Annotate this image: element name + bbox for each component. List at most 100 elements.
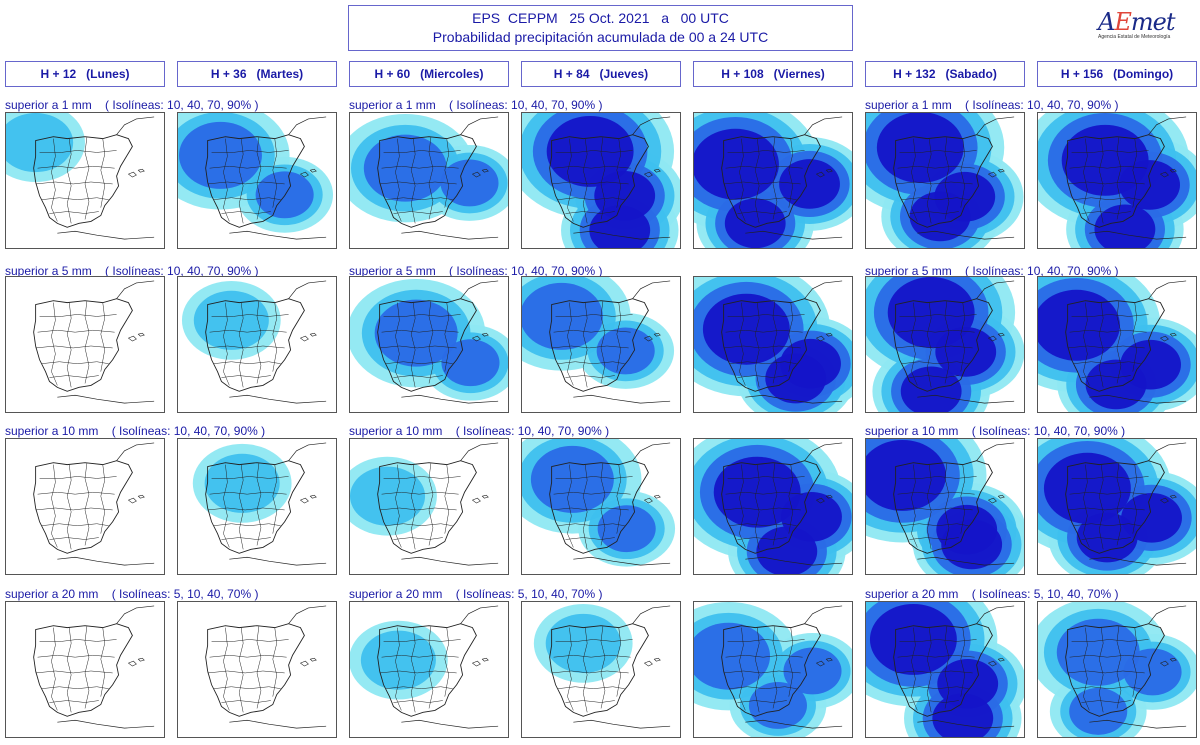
province-border: [84, 136, 90, 220]
france-coast: [1148, 442, 1187, 461]
province-border: [39, 150, 117, 153]
province-border: [600, 300, 606, 384]
province-border: [1098, 627, 1104, 713]
province-border: [895, 181, 973, 185]
balearic-islands: [299, 168, 317, 178]
precip-area: [713, 456, 801, 528]
province-border: [1081, 375, 1131, 378]
africa-coast: [401, 719, 499, 729]
row-label-3-1: superior a 10 mm ( Isolíneas: 10, 40, 70…: [5, 424, 266, 438]
map-panel-r2-c6: [865, 276, 1025, 413]
province-border: [553, 491, 631, 495]
iberia-outline: [893, 460, 993, 554]
row-label-4-3: superior a 20 mm ( Isolíneas: 5, 10, 40,…: [865, 587, 1119, 601]
province-border: [909, 537, 959, 540]
province-border: [600, 625, 606, 709]
france-coast: [804, 116, 843, 135]
province-border: [272, 302, 278, 372]
province-border: [567, 464, 574, 548]
province-border: [960, 302, 966, 372]
province-border: [1067, 507, 1145, 511]
province-border: [1081, 211, 1131, 214]
column-header-5: H + 108 (Viernes): [693, 61, 853, 87]
column-header-2: H + 36 (Martes): [177, 61, 337, 87]
province-border: [66, 464, 72, 550]
iberia-outline: [33, 460, 133, 554]
province-border: [739, 627, 746, 711]
province-border: [209, 329, 287, 333]
province-border: [1067, 670, 1145, 674]
precip-area: [255, 171, 314, 219]
province-border: [428, 136, 434, 220]
france-coast: [804, 605, 843, 624]
province-border: [1132, 627, 1138, 697]
africa-coast: [745, 556, 843, 566]
province-border: [582, 627, 588, 713]
france-coast: [804, 442, 843, 461]
province-border: [909, 375, 959, 378]
iberia-outline: [549, 623, 649, 717]
map-panel-r3-c6: [865, 438, 1025, 575]
map-panel-r2-c7: [1037, 276, 1197, 413]
balearic-islands: [987, 168, 1005, 178]
france-coast: [460, 442, 499, 461]
province-border: [213, 361, 281, 364]
province-border: [772, 625, 778, 709]
map-panel-r3-c4: [521, 438, 681, 575]
province-border: [772, 136, 778, 220]
province-border: [379, 670, 457, 674]
france-coast: [116, 280, 155, 299]
precip-area: [596, 327, 655, 375]
province-border: [567, 302, 574, 386]
province-border: [49, 537, 99, 540]
precip-area: [876, 113, 964, 183]
precip-area: [597, 505, 656, 553]
province-border: [428, 300, 434, 384]
balearic-islands: [643, 657, 661, 667]
province-border: [567, 627, 574, 711]
province-border: [723, 507, 801, 511]
africa-coast: [1089, 230, 1187, 240]
map-panel-r1-c6: [865, 112, 1025, 249]
province-border: [41, 361, 109, 364]
province-border: [51, 627, 58, 711]
balearic-islands: [815, 494, 833, 504]
province-border: [897, 329, 975, 333]
iberia-outline: [721, 460, 821, 554]
province-border: [582, 138, 588, 224]
province-border: [209, 491, 287, 495]
map-panel-r2-c2: [177, 276, 337, 413]
province-border: [911, 627, 918, 711]
province-border: [383, 476, 461, 479]
province-border: [49, 211, 99, 214]
province-border: [35, 507, 113, 511]
province-border: [725, 329, 803, 333]
province-border: [444, 138, 450, 208]
precip-area: [1123, 648, 1182, 696]
iberia-outline: [33, 298, 133, 392]
logo-subtitle: Agencia Estatal de Meteorología: [1098, 34, 1171, 40]
balearic-islands: [815, 168, 833, 178]
row-label-2-3: superior a 5 mm ( Isolíneas: 10, 40, 70,…: [865, 264, 1119, 278]
precip-area: [440, 159, 499, 207]
precip-area: [1056, 618, 1140, 686]
province-border: [211, 476, 289, 479]
province-border: [223, 464, 230, 548]
province-border: [100, 464, 106, 534]
province-border: [393, 537, 443, 540]
balearic-islands: [127, 494, 145, 504]
province-border: [1081, 700, 1131, 703]
row-label-1-2: superior a 1 mm ( Isolíneas: 10, 40, 70,…: [349, 98, 603, 112]
province-border: [727, 150, 805, 153]
map-panel-r3-c2: [177, 438, 337, 575]
africa-coast: [573, 394, 671, 404]
province-border: [272, 138, 278, 208]
france-coast: [116, 116, 155, 135]
province-border: [899, 476, 977, 479]
province-border: [1083, 302, 1090, 386]
balearic-islands: [643, 168, 661, 178]
france-coast: [976, 280, 1015, 299]
province-border: [49, 375, 99, 378]
balearic-islands: [815, 657, 833, 667]
france-coast: [632, 605, 671, 624]
